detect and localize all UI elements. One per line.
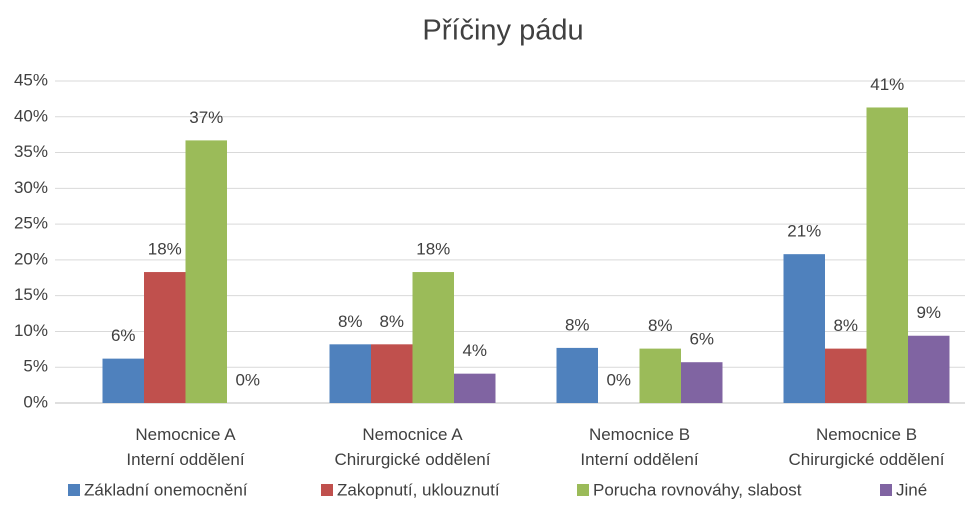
- y-tick-label: 25%: [14, 214, 48, 233]
- y-tick-label: 35%: [14, 142, 48, 161]
- bar: [908, 335, 950, 403]
- legend-label: Základní onemocnění: [84, 480, 248, 499]
- x-tick-line: Nemocnice B: [589, 425, 690, 444]
- y-tick-label: 5%: [23, 357, 48, 376]
- y-tick-label: 40%: [14, 106, 48, 125]
- x-tick-line: Interní oddělení: [580, 450, 698, 469]
- x-tick-label: Nemocnice B Interní oddělení: [580, 425, 698, 469]
- x-tick-line: Nemocnice B: [816, 425, 917, 444]
- y-tick-label: 20%: [14, 249, 48, 268]
- value-label: 0%: [606, 370, 631, 389]
- value-label: 9%: [916, 303, 941, 322]
- legend-label: Jiné: [896, 480, 927, 499]
- value-label: 8%: [379, 312, 404, 331]
- bar: [185, 140, 227, 403]
- value-label: 8%: [565, 315, 590, 334]
- y-tick-label: 10%: [14, 321, 48, 340]
- bar: [639, 348, 681, 403]
- value-label: 37%: [189, 108, 223, 127]
- bar: [412, 272, 454, 403]
- value-label: 8%: [338, 312, 363, 331]
- value-label: 8%: [833, 316, 858, 335]
- value-label: 8%: [648, 316, 673, 335]
- x-tick-label: Nemocnice A Interní oddělení: [126, 425, 244, 469]
- y-tick-label: 45%: [14, 70, 48, 89]
- bar: [866, 107, 908, 403]
- bar: [144, 272, 186, 403]
- x-tick-line: Nemocnice A: [362, 425, 463, 444]
- y-tick-label: 30%: [14, 178, 48, 197]
- bar: [783, 254, 825, 403]
- value-label: 4%: [462, 341, 487, 360]
- legend-swatch: [321, 484, 333, 496]
- value-label: 41%: [870, 75, 904, 94]
- value-label: 18%: [416, 240, 450, 259]
- legend-label: Porucha rovnováhy, slabost: [593, 480, 802, 499]
- y-tick-label: 0%: [23, 392, 48, 411]
- bar: [825, 348, 867, 403]
- bar: [329, 344, 371, 403]
- value-label: 6%: [689, 330, 714, 349]
- legend-swatch: [68, 484, 80, 496]
- bar: [681, 362, 723, 403]
- x-tick-line: Chirurgické oddělení: [335, 450, 491, 469]
- bar: [102, 358, 144, 403]
- bar: [454, 373, 496, 403]
- y-tick-label: 15%: [14, 285, 48, 304]
- bar: [556, 347, 598, 403]
- x-tick-line: Nemocnice A: [135, 425, 236, 444]
- chart-title: Příčiny pádu: [422, 15, 583, 47]
- x-tick-line: Interní oddělení: [126, 450, 244, 469]
- value-label: 18%: [148, 240, 182, 259]
- legend-swatch: [577, 484, 589, 496]
- x-tick-line: Chirurgické oddělení: [789, 450, 945, 469]
- value-label: 21%: [787, 222, 821, 241]
- value-label: 0%: [235, 370, 260, 389]
- bar: [371, 344, 413, 403]
- x-tick-label: Nemocnice B Chirurgické oddělení: [789, 425, 945, 469]
- legend-label: Zakopnutí, uklouznutí: [337, 480, 500, 499]
- x-tick-label: Nemocnice A Chirurgické oddělení: [335, 425, 491, 469]
- value-label: 6%: [111, 326, 136, 345]
- legend-swatch: [880, 484, 892, 496]
